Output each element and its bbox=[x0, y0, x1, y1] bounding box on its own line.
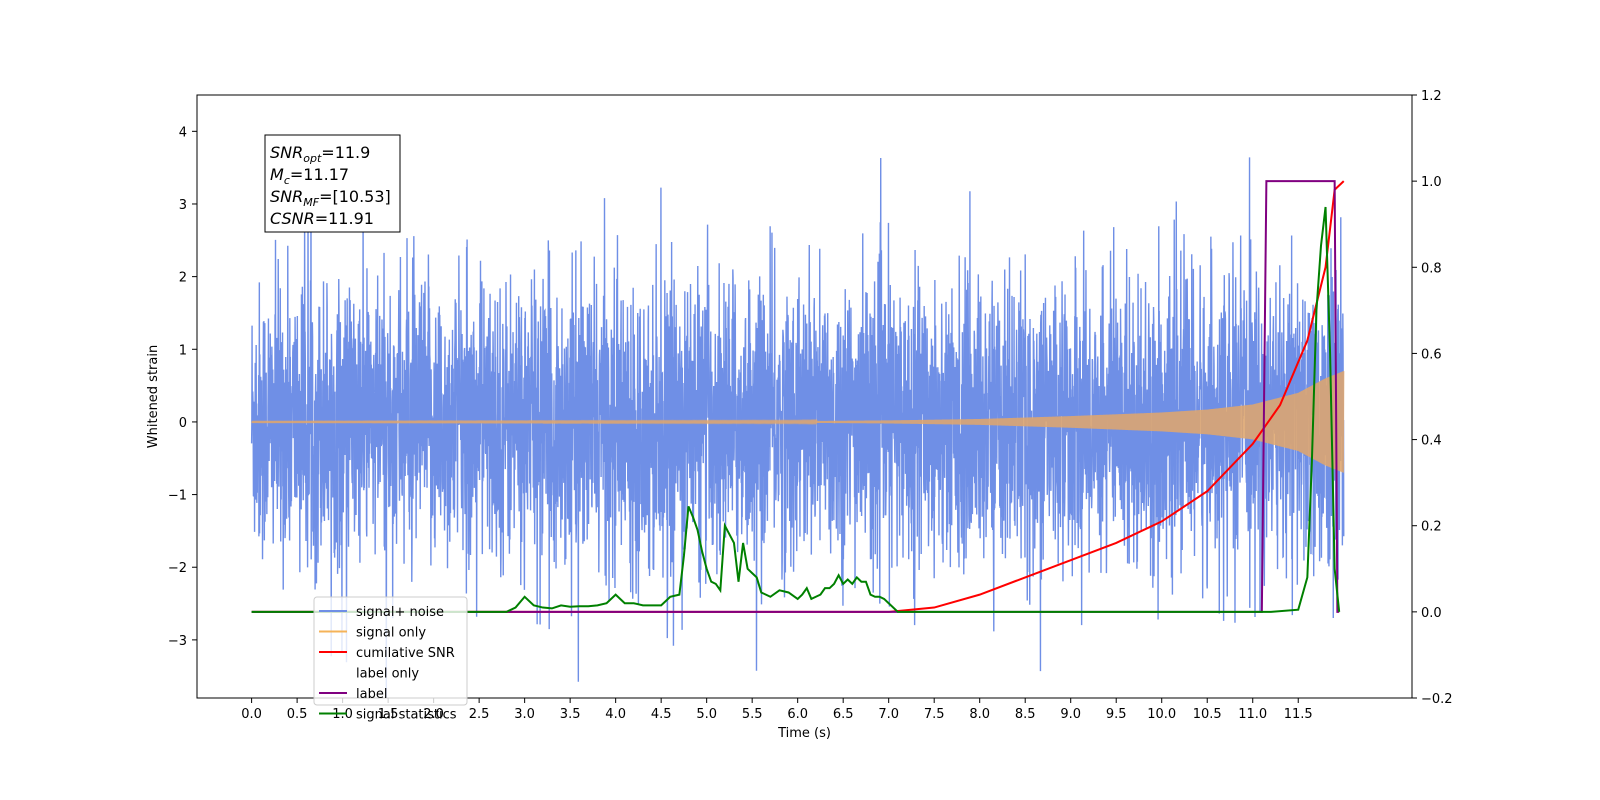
x-tick-label: 0.5 bbox=[287, 707, 308, 722]
annotation-value: =[10.53] bbox=[319, 187, 391, 206]
x-tick-label: 6.5 bbox=[833, 707, 854, 722]
annotation-value: =11.91 bbox=[315, 209, 374, 228]
y-tick-label: −2 bbox=[168, 561, 187, 576]
annotation-box: SNRopt=11.9Mc=11.17SNRMF=[10.53]CSNR=11.… bbox=[264, 134, 401, 233]
y2-tick-label: 0.8 bbox=[1421, 261, 1442, 276]
x-tick-label: 11.5 bbox=[1284, 707, 1313, 722]
x-tick-label: 7.5 bbox=[924, 707, 945, 722]
y2-tick-label: −0.2 bbox=[1421, 692, 1453, 707]
x-tick-label: 9.0 bbox=[1060, 707, 1081, 722]
x-tick-label: 2.0 bbox=[423, 707, 444, 722]
legend-entry: signal statistics bbox=[356, 708, 457, 723]
x-tick-label: 4.0 bbox=[605, 707, 626, 722]
annotation-subscript: MF bbox=[303, 196, 319, 209]
legend-entry: label only bbox=[356, 667, 419, 682]
x-tick-label: 3.5 bbox=[560, 707, 581, 722]
y-tick-label: 3 bbox=[179, 198, 187, 213]
x-tick-label: 11.0 bbox=[1238, 707, 1267, 722]
y-tick-label: 0 bbox=[179, 416, 187, 431]
annotation-line: SNRMF=[10.53] bbox=[270, 187, 391, 209]
series-signal-only-line bbox=[251, 371, 1345, 473]
y2-tick-label: 1.2 bbox=[1421, 89, 1442, 104]
series-signal-statistics-line bbox=[251, 206, 1341, 613]
x-tick-label: 6.0 bbox=[787, 707, 808, 722]
plot-area bbox=[250, 157, 1345, 698]
x-axis: 0.00.51.01.52.02.53.03.54.04.55.05.56.06… bbox=[241, 698, 1313, 722]
legend-frame bbox=[313, 596, 468, 706]
x-tick-label: 8.0 bbox=[969, 707, 990, 722]
y-axis-right: −0.2 0.0 0.2 0.4 0.6 0.8 1.0 1.2 bbox=[1412, 89, 1453, 707]
annotation-line: SNRopt=11.9 bbox=[270, 143, 370, 165]
annotation-subscript: opt bbox=[303, 152, 322, 165]
legend-entry: cumilative SNR bbox=[356, 646, 455, 661]
plot-frame bbox=[196, 94, 1413, 699]
x-tick-label: 4.5 bbox=[651, 707, 672, 722]
x-tick-label: 5.0 bbox=[696, 707, 717, 722]
x-tick-label: 9.5 bbox=[1106, 707, 1127, 722]
x-tick-label: 3.0 bbox=[514, 707, 535, 722]
x-tick-label: 7.0 bbox=[878, 707, 899, 722]
x-tick-label: 8.5 bbox=[1015, 707, 1036, 722]
y2-tick-label: 1.0 bbox=[1421, 175, 1442, 190]
y-tick-label: 1 bbox=[179, 343, 187, 358]
legend-entry: signal+ noise bbox=[356, 605, 444, 620]
y2-tick-label: 0.6 bbox=[1421, 347, 1442, 362]
x-tick-label: 2.5 bbox=[469, 707, 490, 722]
annotation-subscript: c bbox=[284, 174, 290, 187]
x-tick-label: 1.5 bbox=[378, 707, 399, 722]
y-axis-left: −3 −2 −1 0 1 2 3 4 bbox=[168, 125, 197, 649]
series-cumulative-snr-line bbox=[251, 180, 1345, 613]
annotation-symbol: M bbox=[270, 165, 284, 184]
x-tick-label: 10.5 bbox=[1193, 707, 1222, 722]
annotation-symbol: SNR bbox=[270, 187, 303, 206]
annotation-symbol: CSNR bbox=[270, 209, 315, 228]
y2-tick-label: 0.4 bbox=[1421, 434, 1442, 449]
annotation-symbol: SNR bbox=[270, 143, 303, 162]
x-axis-label: Time (s) bbox=[777, 726, 831, 741]
legend: signal+ noise signal only cumilative SNR la… bbox=[313, 596, 468, 723]
annotation-value: =11.17 bbox=[290, 165, 349, 184]
x-tick-label: 10.0 bbox=[1147, 707, 1176, 722]
y2-tick-label: 0.2 bbox=[1421, 520, 1442, 535]
annotation-frame bbox=[264, 134, 401, 233]
x-tick-label: 5.5 bbox=[742, 707, 763, 722]
annotation-line: CSNR=11.91 bbox=[270, 209, 374, 228]
y-tick-label: 4 bbox=[179, 125, 187, 140]
series-signal-noise-line bbox=[250, 157, 1345, 698]
y2-tick-label: 0.0 bbox=[1421, 606, 1442, 621]
y-tick-label: −1 bbox=[168, 489, 187, 504]
y-tick-label: −3 bbox=[168, 634, 187, 649]
legend-entry: signal only bbox=[356, 626, 426, 641]
annotation-value: =11.9 bbox=[321, 143, 370, 162]
x-tick-label: 0.0 bbox=[241, 707, 262, 722]
legend-entry: label bbox=[356, 687, 387, 702]
annotation-line: Mc=11.17 bbox=[270, 165, 349, 187]
y-axis-label: Whitened strain bbox=[146, 345, 161, 448]
y-tick-label: 2 bbox=[179, 271, 187, 286]
